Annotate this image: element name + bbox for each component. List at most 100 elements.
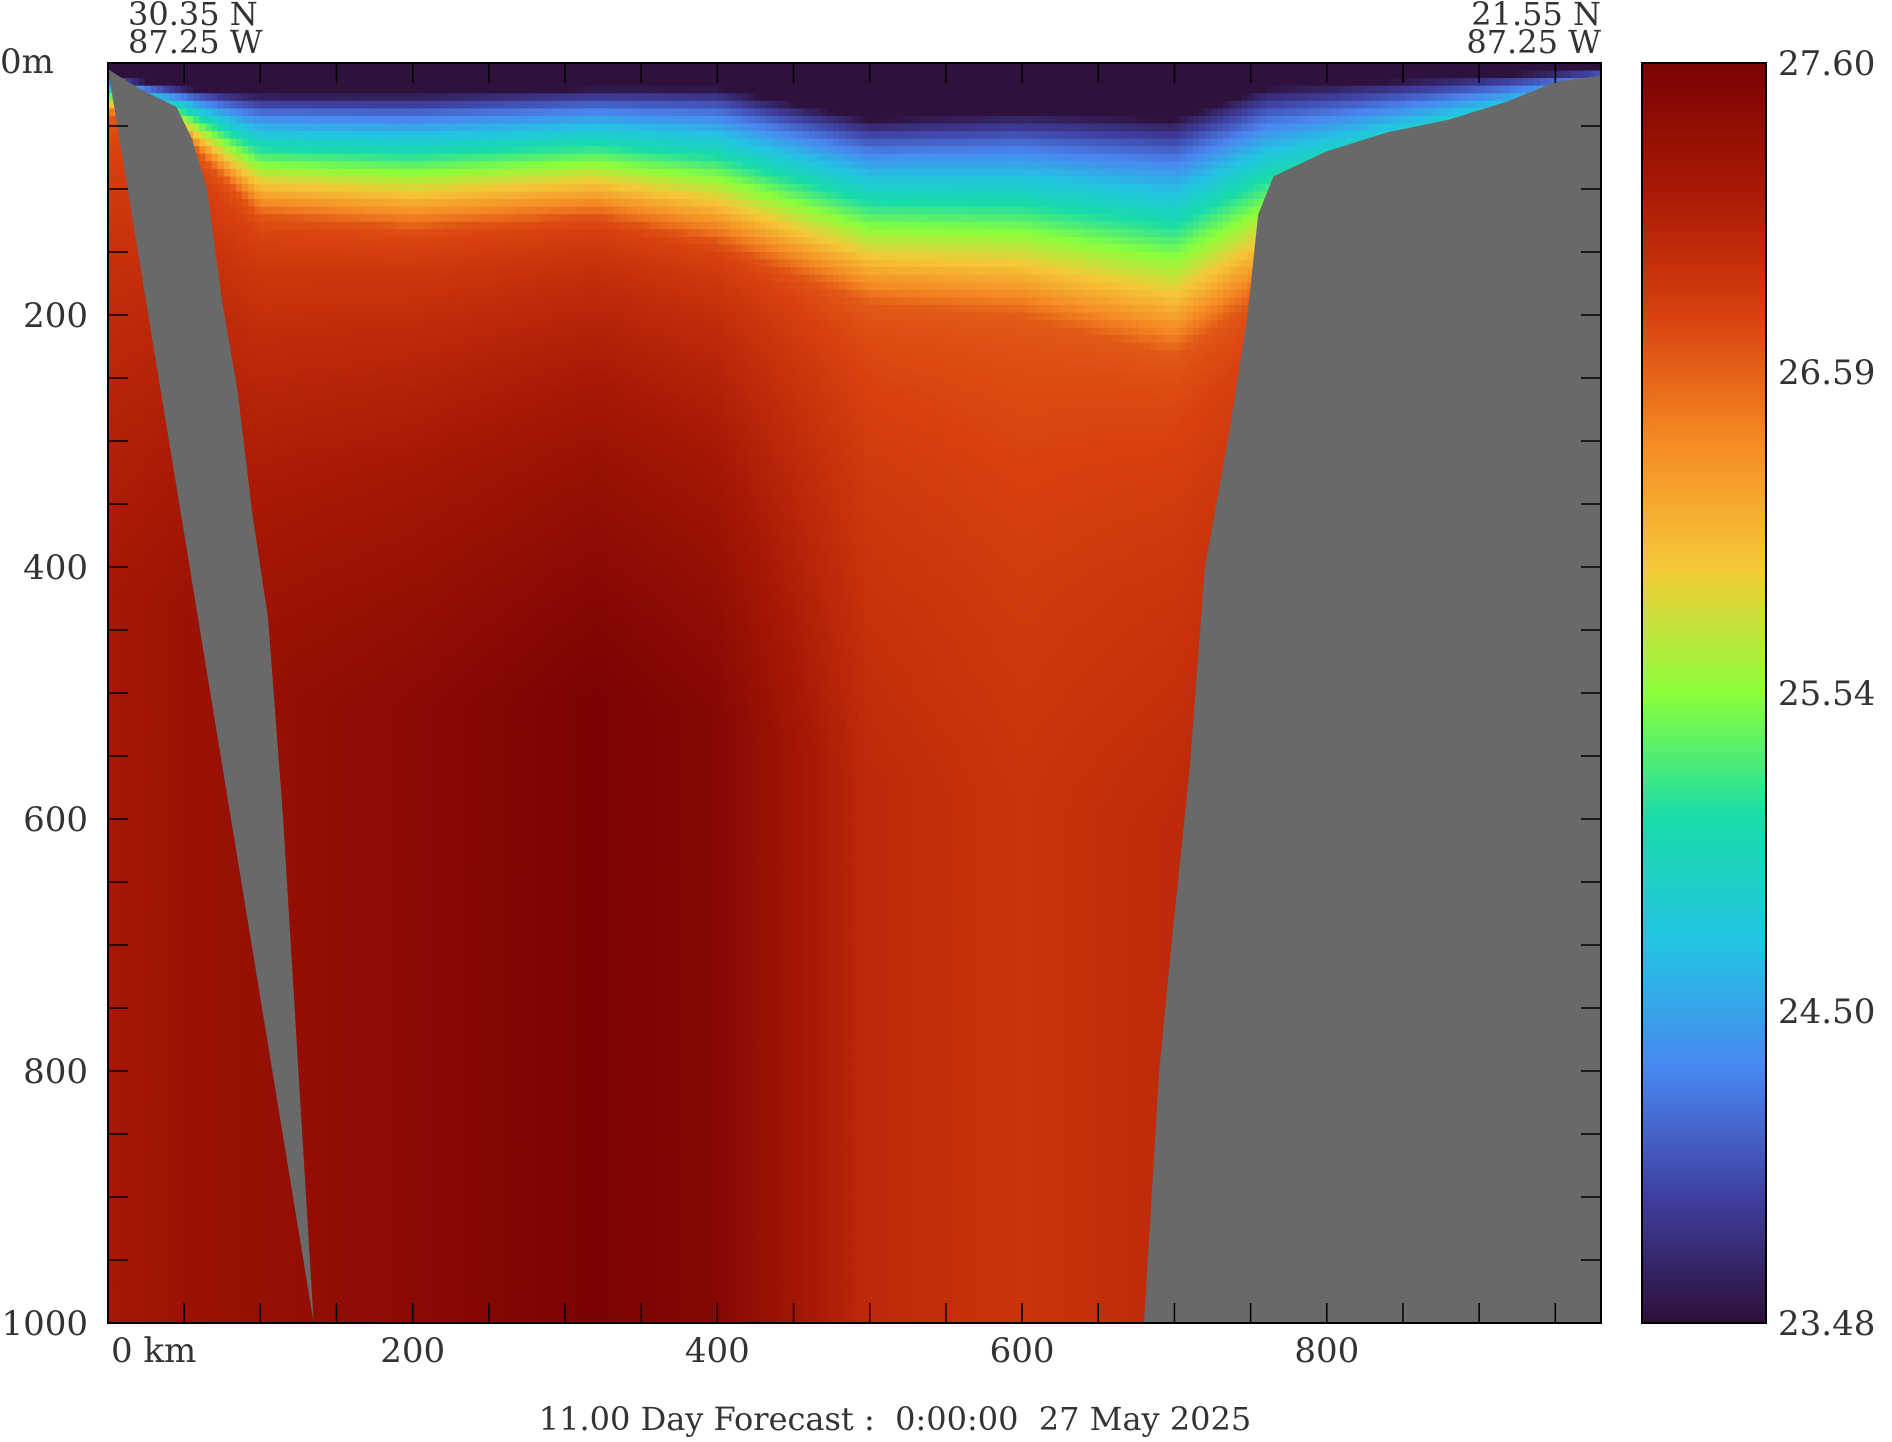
field-cell <box>272 221 280 230</box>
field-cell <box>138 471 146 480</box>
field-cell <box>242 448 249 457</box>
field-cell <box>108 1106 115 1115</box>
field-cell <box>114 221 121 230</box>
field-cell <box>199 161 207 170</box>
field-cell <box>217 1106 225 1115</box>
field-cell <box>193 1227 200 1236</box>
field-cell <box>126 304 133 314</box>
field-cell <box>162 1038 170 1047</box>
field-cell <box>114 1098 121 1107</box>
field-cell <box>229 115 237 125</box>
field-cell <box>266 531 274 540</box>
field-cell <box>156 1045 164 1054</box>
field-cell <box>211 1280 219 1289</box>
field-cell <box>144 531 152 540</box>
field-cell <box>278 297 286 306</box>
field-cell <box>260 1106 268 1115</box>
field-cell <box>120 1000 127 1009</box>
field-cell <box>114 894 121 903</box>
field-cell <box>193 85 200 94</box>
field-cell <box>193 939 200 949</box>
field-cell <box>150 834 158 843</box>
field-cell <box>114 1212 121 1221</box>
field-cell <box>229 183 237 193</box>
field-cell <box>132 63 140 72</box>
field-cell <box>229 229 237 238</box>
field-cell <box>114 1280 121 1289</box>
field-cell <box>217 773 225 782</box>
field-cell <box>217 1242 225 1251</box>
field-cell <box>126 894 133 903</box>
field-cell <box>260 304 268 314</box>
field-cell <box>138 320 146 329</box>
field-cell <box>144 1068 152 1077</box>
field-cell <box>211 176 219 185</box>
field-cell <box>114 357 121 366</box>
field-cell <box>132 1128 140 1138</box>
field-cell <box>120 531 127 540</box>
field-cell <box>144 1091 152 1100</box>
field-cell <box>272 622 280 631</box>
field-cell <box>193 955 200 964</box>
field-cell <box>211 168 219 177</box>
field-cell <box>235 1181 243 1191</box>
field-cell <box>162 834 170 843</box>
field-cell <box>211 1181 219 1191</box>
field-cell <box>235 100 243 109</box>
field-cell <box>260 584 268 593</box>
field-cell <box>229 1121 237 1130</box>
field-cell <box>175 1272 182 1281</box>
field-cell <box>248 1128 255 1138</box>
field-cell <box>272 123 280 132</box>
field-cell <box>242 199 249 208</box>
field-cell <box>266 1136 274 1145</box>
field-cell <box>108 244 115 253</box>
field-cell <box>229 1295 237 1304</box>
field-cell <box>156 864 164 873</box>
field-cell <box>254 78 261 87</box>
field-cell <box>138 1015 146 1024</box>
field-cell <box>138 735 146 744</box>
field-cell <box>211 1159 219 1168</box>
field-cell <box>229 131 237 140</box>
field-cell <box>162 1128 170 1138</box>
field-cell <box>272 705 280 714</box>
field-cell <box>229 917 237 926</box>
field-cell <box>248 1265 255 1274</box>
field-cell <box>156 637 164 646</box>
field-cell <box>242 410 249 419</box>
field-cell <box>211 1197 219 1206</box>
field-cell <box>266 85 274 94</box>
field-cell <box>278 1227 286 1236</box>
field-cell <box>284 1189 292 1198</box>
field-cell <box>284 304 292 314</box>
field-cell <box>126 1000 133 1009</box>
field-cell <box>156 1076 164 1085</box>
field-cell <box>248 289 255 298</box>
field-cell <box>187 1000 194 1009</box>
field-cell <box>278 123 286 132</box>
field-cell <box>254 274 261 283</box>
field-cell <box>144 788 152 797</box>
field-cell <box>120 917 127 926</box>
field-cell <box>278 320 286 329</box>
field-cell <box>199 1249 207 1259</box>
field-cell <box>108 773 115 782</box>
field-cell <box>223 909 231 918</box>
field-cell <box>132 342 140 351</box>
field-cell <box>175 841 182 850</box>
field-cell <box>193 705 200 714</box>
field-cell <box>108 826 115 835</box>
field-cell <box>114 244 121 253</box>
field-cell <box>193 758 200 767</box>
field-cell <box>181 554 188 563</box>
field-cell <box>254 425 261 435</box>
field-cell <box>235 1144 243 1153</box>
field-cell <box>260 463 268 472</box>
field-cell <box>144 894 152 903</box>
field-cell <box>156 720 164 729</box>
field-cell <box>168 1257 176 1266</box>
field-cell <box>235 395 243 404</box>
field-cell <box>108 418 115 427</box>
field-cell <box>235 350 243 359</box>
